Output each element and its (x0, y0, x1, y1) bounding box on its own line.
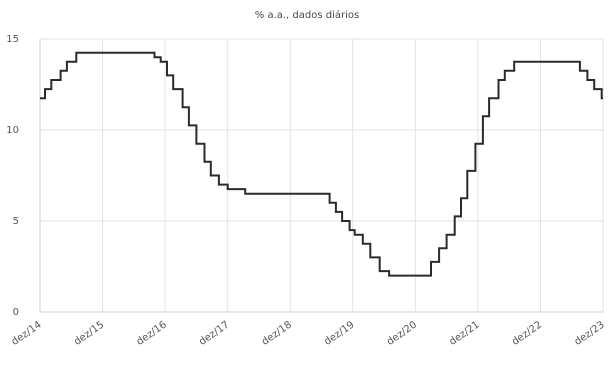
x-tick-label: dez/23 (573, 319, 607, 347)
x-tick-label: dez/16 (135, 319, 169, 347)
series-line (40, 51, 603, 277)
x-tick-label: dez/20 (385, 319, 419, 347)
y-tick-label: 5 (13, 216, 19, 227)
x-tick-label: dez/17 (197, 319, 231, 347)
y-axis: 0 5 10 15 (6, 34, 19, 318)
x-tick-label: dez/14 (10, 319, 44, 347)
y-tick-label: 10 (6, 125, 19, 136)
grid (39, 38, 604, 313)
x-tick-label: dez/22 (510, 319, 544, 347)
x-axis: dez/14 dez/15 dez/16 dez/17 dez/18 dez/19 dez/… (10, 319, 607, 347)
x-tick-label: dez/15 (72, 319, 106, 347)
x-tick-label: dez/18 (260, 319, 294, 347)
y-tick-label: 0 (13, 307, 19, 318)
x-tick-label: dez/21 (448, 319, 482, 347)
chart-title: % a.a., dados diários (255, 9, 359, 21)
x-tick-label: dez/19 (322, 319, 356, 347)
y-tick-label: 15 (6, 34, 19, 45)
